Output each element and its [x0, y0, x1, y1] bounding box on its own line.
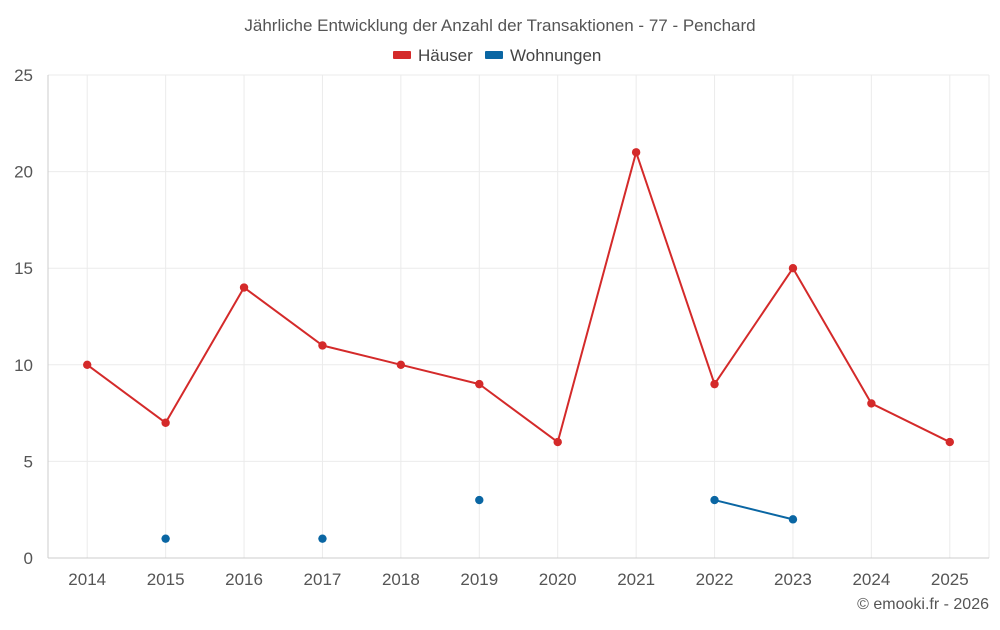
y-tick-label: 15 — [14, 259, 33, 278]
y-tick-label: 0 — [24, 549, 33, 568]
data-point-haeuser — [631, 148, 641, 157]
series-haeuser — [83, 148, 954, 447]
data-point-haeuser — [396, 360, 406, 369]
series-segment-haeuser — [243, 286, 324, 347]
legend-label-wohnungen: Wohnungen — [510, 46, 601, 65]
data-point-haeuser — [867, 399, 876, 408]
data-point-wohnungen — [475, 495, 484, 505]
legend-swatch-wohnungen — [485, 51, 503, 59]
x-tick-label: 2014 — [68, 570, 106, 589]
chart-title: Jährliche Entwicklung der Anzahl der Tra… — [244, 16, 755, 35]
series-layer — [83, 148, 954, 543]
data-point-wohnungen — [788, 515, 798, 524]
series-segment-haeuser — [791, 267, 873, 405]
data-point-haeuser — [710, 379, 719, 389]
data-point-haeuser — [318, 341, 327, 350]
data-point-wohnungen — [318, 534, 327, 543]
x-tick-label: 2024 — [852, 570, 890, 589]
data-point-wohnungen — [710, 495, 719, 505]
x-tick-label: 2022 — [696, 570, 734, 589]
x-axis: 2014 2015 2016 2017 2018 2019 2020 2021 2022 2023… — [48, 557, 989, 589]
data-point-wohnungen — [161, 534, 170, 543]
series-wohnungen — [161, 495, 798, 543]
legend: Häuser Wohnungen — [393, 46, 601, 65]
series-segment-haeuser — [713, 267, 794, 386]
series-segment-haeuser — [635, 151, 716, 386]
x-tick-label: 2015 — [147, 570, 185, 589]
series-segment-haeuser — [399, 363, 481, 386]
data-point-haeuser — [161, 418, 170, 427]
series-segment-haeuser — [478, 383, 559, 444]
x-tick-label: 2025 — [931, 570, 969, 589]
y-axis: 0 5 10 15 20 25 — [14, 66, 49, 568]
x-tick-label: 2018 — [382, 570, 420, 589]
series-segment-haeuser — [556, 151, 638, 444]
series-segment-haeuser — [870, 402, 951, 444]
series-segment-haeuser — [86, 363, 167, 424]
series-segment-wohnungen — [713, 499, 794, 521]
data-point-haeuser — [553, 437, 562, 447]
y-tick-label: 10 — [14, 356, 33, 375]
data-point-haeuser — [945, 437, 954, 447]
credit-text: © emooki.fr - 2026 — [857, 596, 989, 613]
x-tick-label: 2019 — [460, 570, 498, 589]
x-tick-label: 2016 — [225, 570, 263, 589]
legend-label-haeuser: Häuser — [418, 46, 473, 65]
x-tick-label: 2017 — [304, 570, 342, 589]
y-tick-label: 20 — [14, 163, 33, 182]
data-point-haeuser — [239, 283, 249, 292]
grid — [48, 74, 990, 558]
data-point-haeuser — [475, 379, 484, 389]
x-tick-label: 2021 — [617, 570, 655, 589]
x-tick-label: 2020 — [539, 570, 577, 589]
y-tick-label: 5 — [24, 452, 33, 471]
series-segment-haeuser — [164, 286, 246, 424]
legend-swatch-haeuser — [393, 51, 411, 59]
data-point-haeuser — [788, 264, 798, 273]
series-segment-haeuser — [321, 344, 402, 366]
x-tick-label: 2023 — [774, 570, 812, 589]
data-point-haeuser — [83, 360, 92, 369]
y-tick-label: 25 — [14, 66, 33, 85]
